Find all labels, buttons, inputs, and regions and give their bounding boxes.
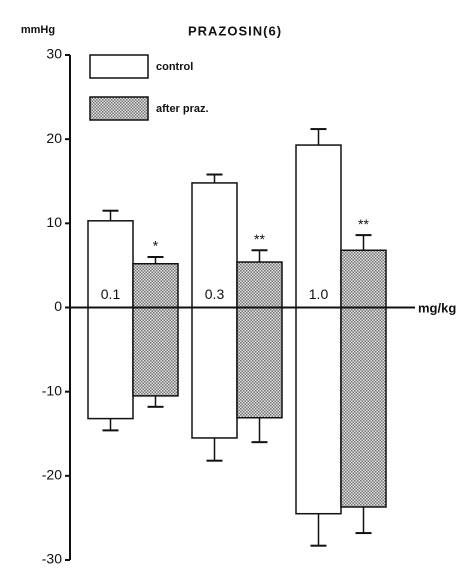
y-tick-label: 0 [54, 298, 62, 314]
y-tick-label: 30 [46, 46, 62, 62]
y-tick-label: -30 [42, 551, 62, 567]
y-tick-label: 10 [46, 214, 62, 230]
category-label: 1.0 [309, 286, 329, 302]
category-label: 0.3 [205, 286, 225, 302]
y-tick-label: -20 [42, 467, 62, 483]
bar [295, 144, 342, 515]
y-axis-label: mmHg [21, 24, 55, 36]
x-axis-label: mg/kg [418, 300, 456, 315]
chart-title: PRAZOSIN(6) [188, 23, 282, 38]
significance-label: ** [254, 231, 265, 247]
bar [132, 262, 179, 397]
legend-label: after praz. [156, 103, 209, 115]
bar [191, 182, 238, 439]
legend-label: control [156, 61, 193, 73]
y-tick-label: -10 [42, 382, 62, 398]
legend-swatch [89, 54, 149, 79]
legend-swatch [89, 96, 149, 121]
y-tick-label: 20 [46, 130, 62, 146]
bar [87, 220, 134, 420]
category-label: 0.1 [101, 286, 121, 302]
significance-label: * [153, 238, 159, 254]
bar [340, 249, 387, 508]
significance-label: ** [358, 216, 369, 232]
bar [236, 261, 283, 419]
